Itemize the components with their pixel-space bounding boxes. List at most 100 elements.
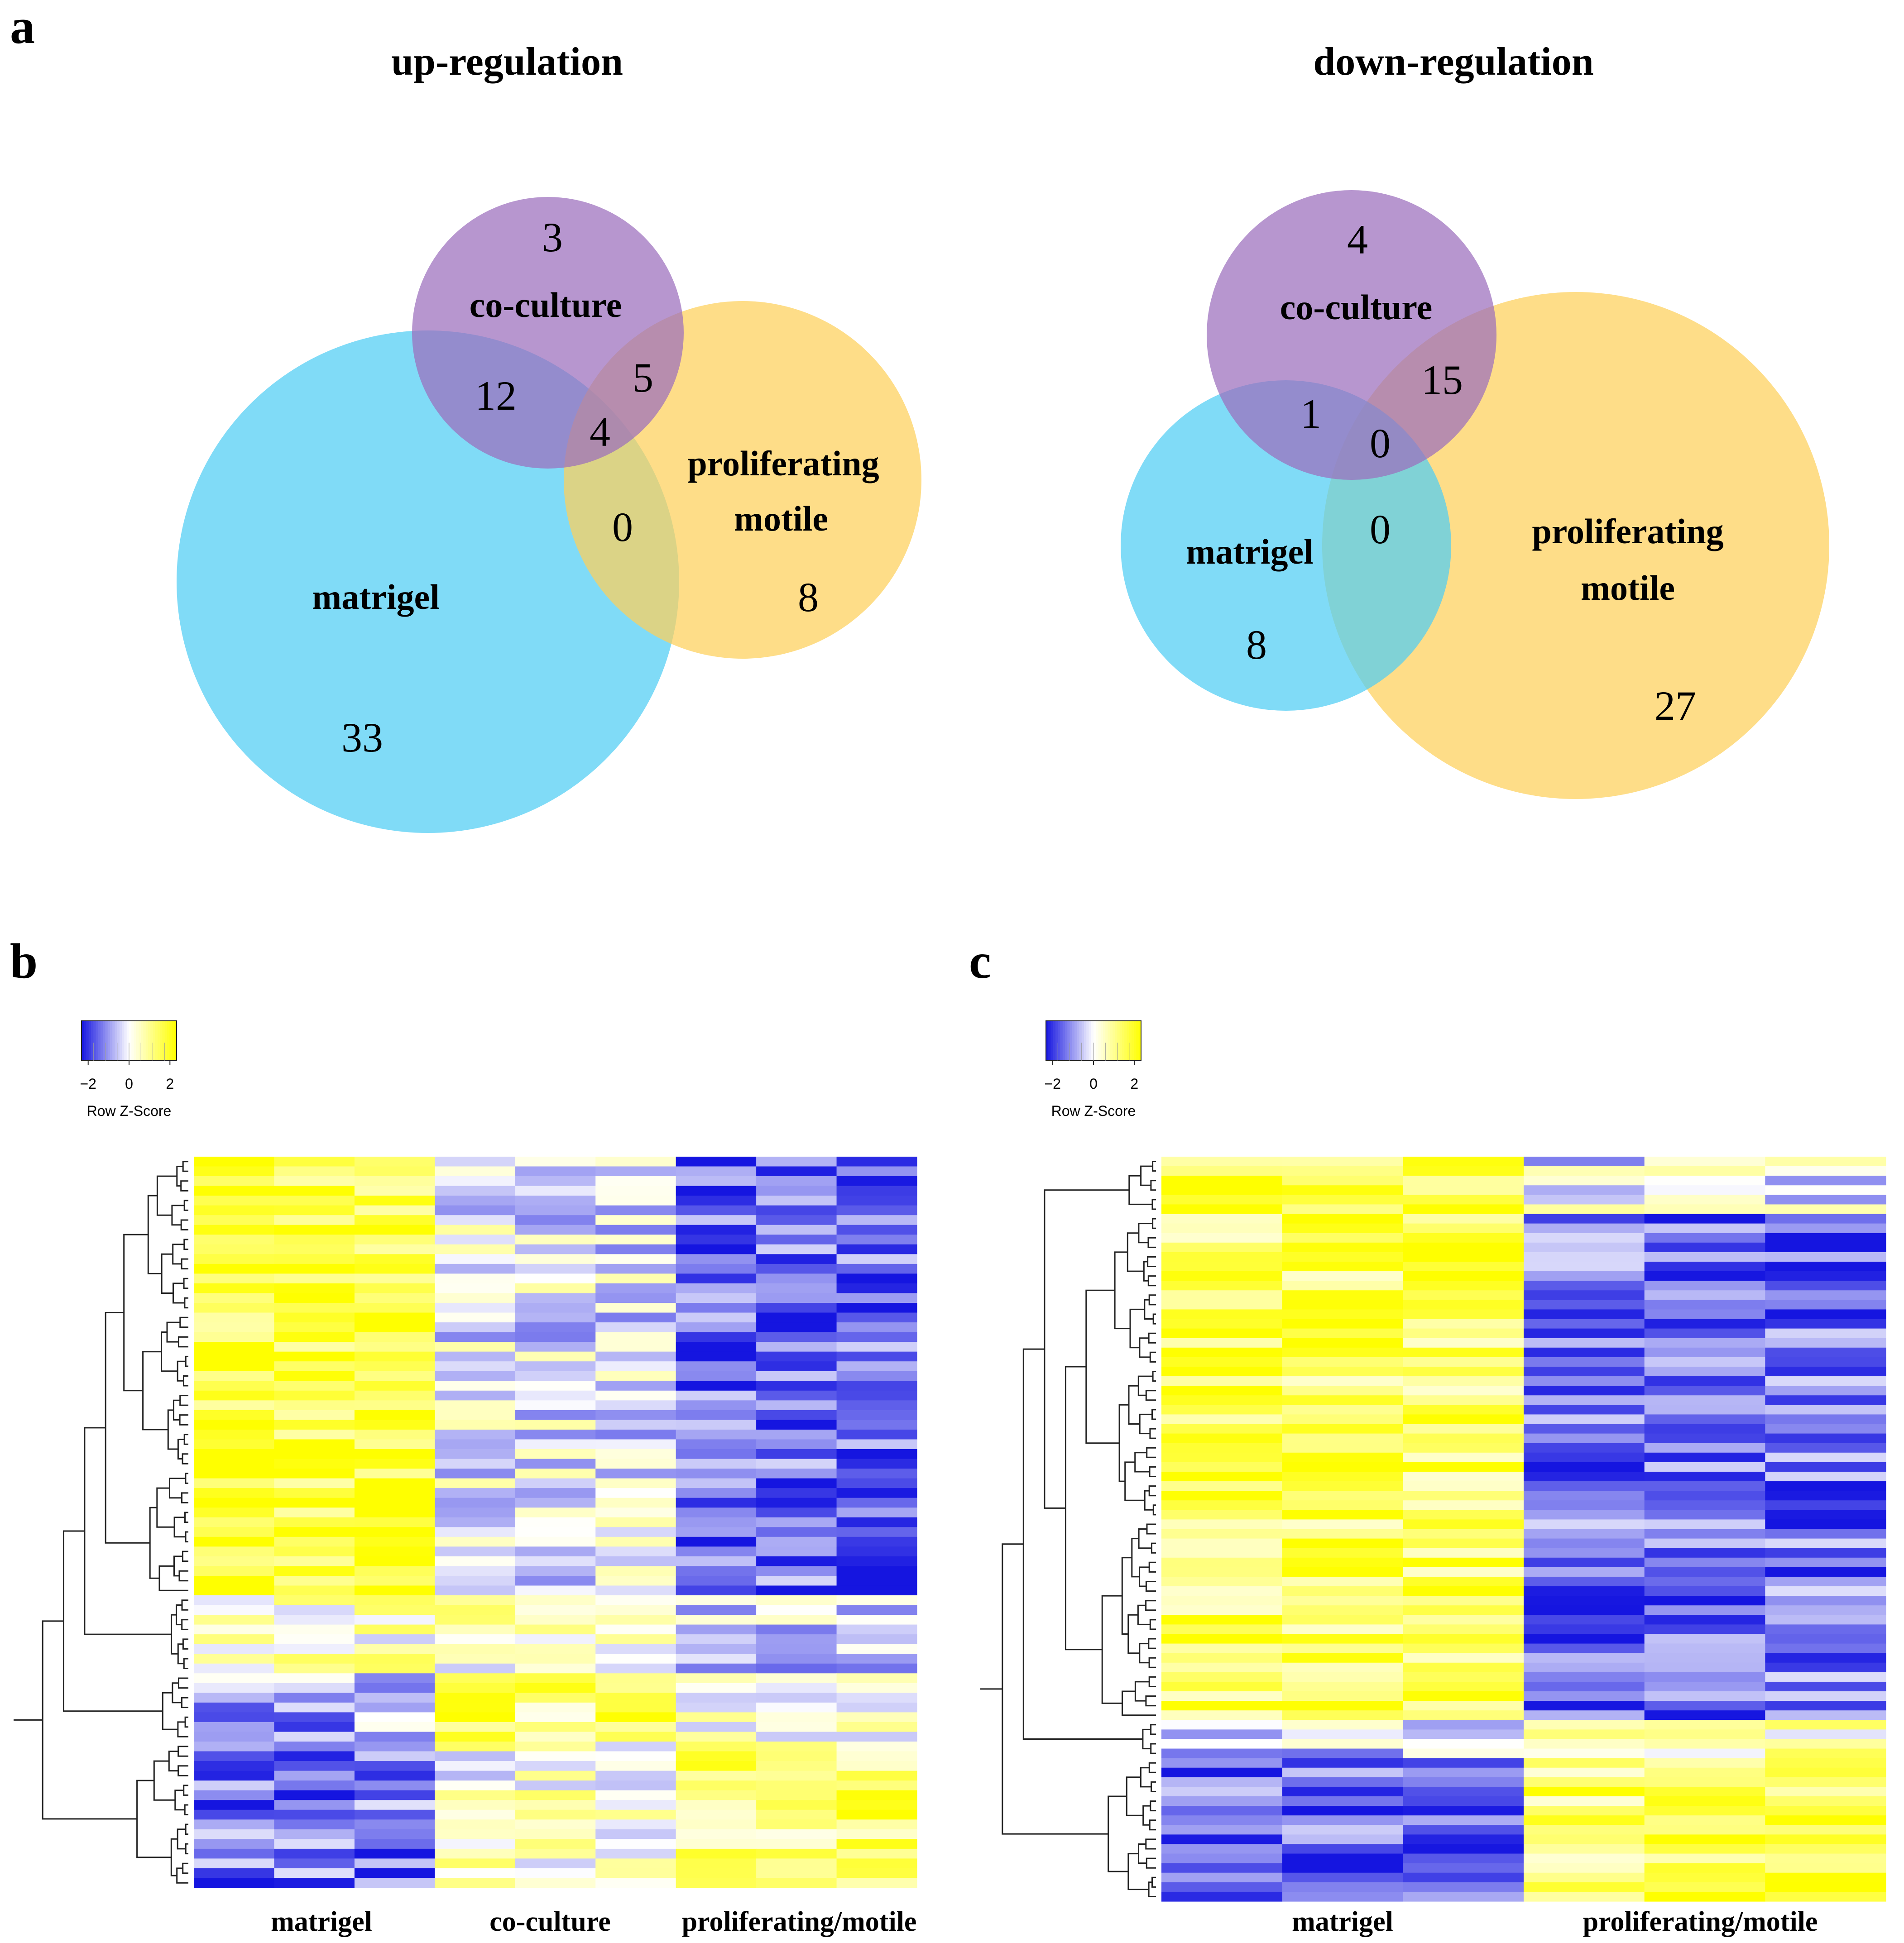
heatmap-c-cell <box>1403 1720 1524 1730</box>
heatmap-c-cell <box>1524 1414 1645 1425</box>
heatmap-b-dendrogram-branch <box>180 1180 188 1192</box>
heatmap-b-cell <box>836 1157 917 1167</box>
heatmap-b-cell <box>194 1683 275 1693</box>
venn-down-circle-coculture <box>1207 190 1496 480</box>
venn-down-label-matrigel: matrigel <box>1186 532 1314 571</box>
heatmap-c-cell <box>1403 1290 1524 1300</box>
heatmap-b-cell <box>194 1420 275 1430</box>
heatmap-b-dendrogram-branch <box>177 1746 188 1757</box>
heatmap-c-cell <box>1161 1882 1283 1892</box>
heatmap-b-cell <box>274 1429 355 1440</box>
heatmap-b-cell <box>595 1342 676 1352</box>
heatmap-b-cell <box>354 1244 435 1254</box>
heatmap-c-cell <box>1644 1815 1765 1825</box>
heatmap-c-cell <box>1282 1471 1403 1482</box>
heatmap-b-cell <box>354 1449 435 1460</box>
heatmap-b-cell <box>515 1566 596 1576</box>
heatmap-c-dendrogram-branch <box>1149 1428 1156 1439</box>
heatmap-b-cell <box>515 1322 596 1333</box>
heatmap-b-cell <box>194 1556 275 1566</box>
heatmap-c-cell <box>1403 1347 1524 1358</box>
heatmap-c-cell <box>1161 1548 1283 1558</box>
heatmap-b-cell <box>836 1751 917 1761</box>
heatmap-c-cell <box>1403 1662 1524 1673</box>
heatmap-b-cell <box>676 1420 757 1430</box>
heatmap-c-cell <box>1765 1681 1886 1692</box>
heatmap-c-dendrogram-branch <box>1146 1523 1156 1535</box>
heatmap-b-cell <box>515 1780 596 1791</box>
heatmap-c-dendrogram-branch <box>1151 1781 1156 1792</box>
heatmap-c-cell <box>1524 1300 1645 1310</box>
heatmap-c-cell <box>1644 1166 1765 1176</box>
heatmap-b-cell <box>676 1235 757 1245</box>
heatmap-b-cell <box>515 1654 596 1664</box>
heatmap-b-cell <box>595 1839 676 1849</box>
color-key-swatch <box>160 1021 163 1061</box>
heatmap-b-cell <box>836 1663 917 1674</box>
heatmap-b-dendrogram-branch <box>156 1487 175 1528</box>
color-key-swatch <box>1134 1021 1137 1061</box>
heatmap-b-cell <box>836 1371 917 1381</box>
heatmap-c-cell <box>1644 1748 1765 1759</box>
heatmap-b-cell <box>676 1322 757 1333</box>
heatmap-b-cell <box>194 1800 275 1810</box>
heatmap-b-cell <box>354 1166 435 1177</box>
heatmap-b-cell <box>515 1361 596 1372</box>
heatmap-c-group-labels: matrigel proliferating/motile <box>1292 1906 1818 1937</box>
heatmap-c-cell <box>1403 1825 1524 1835</box>
heatmap-c-cell <box>1282 1557 1403 1568</box>
heatmap-b-cell <box>756 1858 837 1869</box>
heatmap-b-dendrogram-branch <box>183 1658 188 1669</box>
heatmap-c-cell <box>1644 1844 1765 1854</box>
heatmap-b-cell <box>435 1196 516 1206</box>
heatmap-b-cell <box>274 1176 355 1187</box>
heatmap-b-cell <box>595 1790 676 1800</box>
heatmap-c-cell <box>1161 1681 1283 1692</box>
heatmap-b-cell <box>595 1410 676 1420</box>
heatmap-b-cell <box>676 1712 757 1723</box>
heatmap-b-cell <box>676 1575 757 1586</box>
heatmap-c-cell <box>1403 1271 1524 1281</box>
heatmap-b-cell <box>756 1186 837 1196</box>
heatmap-c-cell <box>1644 1538 1765 1549</box>
heatmap-b-cell <box>595 1186 676 1196</box>
color-key-swatch <box>134 1021 137 1061</box>
heatmap-c-cell <box>1161 1462 1283 1472</box>
heatmap-c-cell <box>1524 1834 1645 1845</box>
heatmap-b-cell <box>354 1761 435 1771</box>
heatmap-b-cell <box>595 1283 676 1294</box>
heatmap-c-dendrogram-branch <box>1101 1595 1122 1704</box>
heatmap-c-cell <box>1403 1748 1524 1759</box>
heatmap-b-cell <box>435 1722 516 1732</box>
heatmap-b-cell <box>354 1420 435 1430</box>
heatmap-c-cell <box>1403 1576 1524 1587</box>
color-key-swatch <box>1129 1021 1132 1061</box>
heatmap-b-cell <box>756 1254 837 1264</box>
heatmap-c-cell <box>1282 1414 1403 1425</box>
heatmap-c-cell <box>1403 1672 1524 1682</box>
heatmap-b-cell <box>435 1157 516 1167</box>
heatmap-b-cell <box>274 1293 355 1303</box>
panel-label-a: a <box>10 0 35 54</box>
heatmap-b-cell <box>676 1693 757 1703</box>
heatmap-c-cell <box>1161 1576 1283 1587</box>
heatmap-b-cell <box>756 1556 837 1566</box>
heatmap-b-dendrogram-branch <box>161 1253 173 1294</box>
heatmap-c-cell <box>1644 1758 1765 1768</box>
heatmap-b-cell <box>435 1332 516 1342</box>
heatmap-b-cell <box>595 1517 676 1527</box>
heatmap-c-cell <box>1161 1414 1283 1425</box>
heatmap-c-dendrogram-branch <box>1121 1557 1132 1635</box>
heatmap-c-cell <box>1282 1242 1403 1253</box>
heatmap-b-cell <box>515 1244 596 1254</box>
heatmap-b-cell <box>515 1176 596 1187</box>
heatmap-c-cell <box>1161 1767 1283 1778</box>
heatmap-c-cell <box>1161 1739 1283 1749</box>
heatmap-b-cell <box>274 1761 355 1771</box>
heatmap-c-cell <box>1524 1767 1645 1778</box>
heatmap-b-cell <box>435 1322 516 1333</box>
heatmap-b-cell <box>836 1312 917 1323</box>
heatmap-c-cell <box>1403 1214 1524 1224</box>
heatmap-b-cell <box>435 1790 516 1800</box>
heatmap-b-cell <box>435 1205 516 1216</box>
